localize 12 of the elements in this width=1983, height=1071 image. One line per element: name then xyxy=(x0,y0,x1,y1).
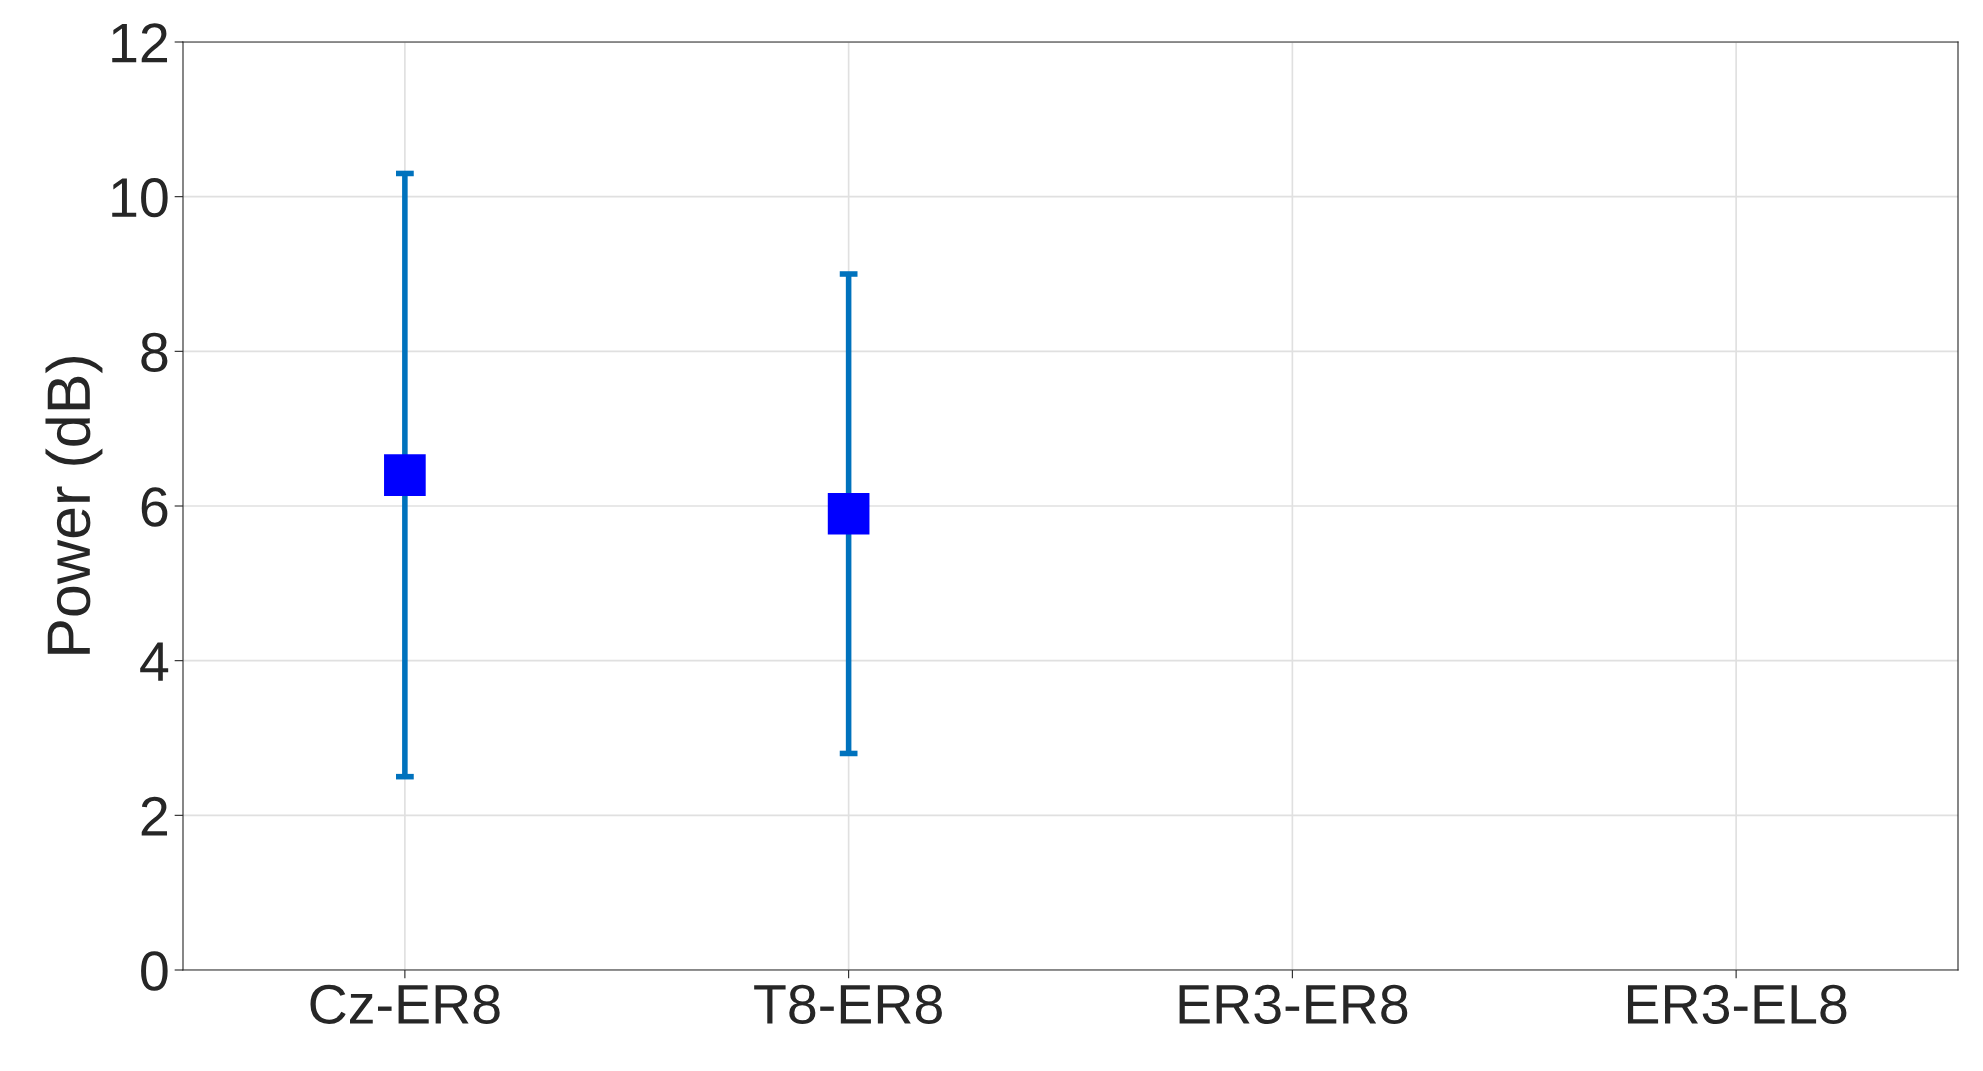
x-tick-label: T8-ER8 xyxy=(754,984,942,1024)
y-tick-label: 6 xyxy=(141,487,168,527)
y-tick-label: 8 xyxy=(141,332,168,373)
y-tick-label: 12 xyxy=(112,23,168,63)
y-tick-label: 10 xyxy=(112,178,168,218)
y-tick-label: 0 xyxy=(141,951,168,991)
y-tick-label: 4 xyxy=(140,642,169,681)
y-axis-title: Power (dB) xyxy=(45,356,103,654)
x-tick-label: ER3-EL8 xyxy=(1627,984,1847,1024)
x-tick-label: Cz-ER8 xyxy=(310,984,500,1024)
x-tick-label: ER3-ER8 xyxy=(1179,984,1408,1024)
y-tick-label: 2 xyxy=(141,796,168,836)
